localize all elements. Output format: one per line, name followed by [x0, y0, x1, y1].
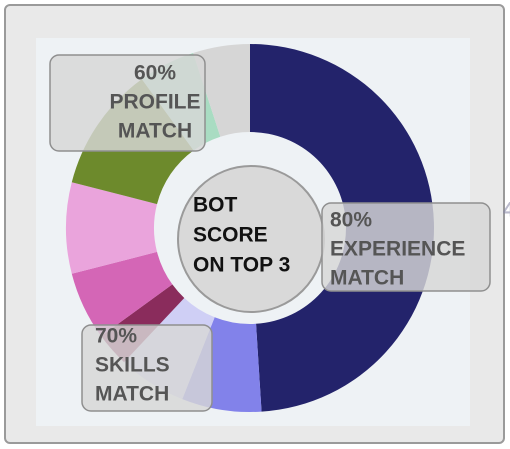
slice	[250, 44, 435, 412]
annotation-box	[81, 324, 213, 412]
annotation-text: 80%	[330, 209, 372, 232]
slice	[193, 44, 250, 137]
annotation-text: PROFILE	[109, 91, 200, 114]
annotation-text: 60%	[134, 62, 176, 85]
center-label: ON TOP 3	[193, 254, 290, 277]
annotation-text: MATCH	[118, 120, 192, 143]
annotation-text: EXPERIENCE	[330, 238, 465, 261]
annotation-text: SKILLS	[95, 354, 170, 377]
center-label: BOT	[193, 194, 238, 217]
center-label: SCORE	[193, 224, 268, 247]
value-label: 49%	[503, 199, 510, 222]
annotation-box	[49, 54, 206, 152]
slice	[66, 182, 158, 274]
overlay: BOT SCORE ON TOP 3 60% PROFILE MATCH 80% EXPERI…	[49, 54, 491, 412]
slice	[71, 251, 173, 337]
annotation-text: MATCH	[330, 267, 404, 290]
annotation-text: 70%	[95, 325, 137, 348]
annotation-box	[321, 202, 491, 292]
annotation-text: MATCH	[95, 383, 169, 406]
